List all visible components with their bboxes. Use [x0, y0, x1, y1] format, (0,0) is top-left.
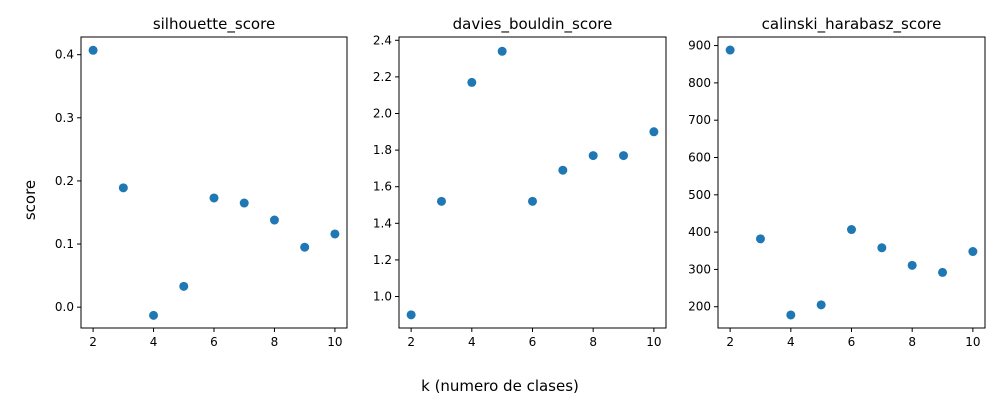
x-tick-label: 2 [407, 335, 415, 349]
y-tick-label: 600 [688, 151, 711, 165]
x-tick-label: 6 [848, 335, 856, 349]
data-point [877, 243, 887, 253]
y-tick-label: 700 [688, 113, 711, 127]
data-point [88, 45, 98, 55]
data-point [406, 310, 416, 320]
x-tick-label: 8 [908, 335, 916, 349]
y-tick-label: 300 [688, 262, 711, 276]
x-tick-label: 6 [529, 335, 537, 349]
data-point [649, 127, 659, 137]
data-point [467, 77, 477, 87]
data-point [300, 242, 310, 252]
y-tick-label: 500 [688, 188, 711, 202]
subplot-2: davies_bouldin_score 2 4 6 8 10 1.0 1.2 1.4 1.6 1.… [373, 15, 667, 349]
data-point [330, 229, 340, 239]
subplot-title: calinski_harabasz_score [762, 15, 942, 34]
y-tick-label: 0.3 [55, 111, 74, 125]
data-point [497, 46, 507, 56]
data-point [149, 310, 159, 320]
data-point [239, 198, 249, 208]
x-tick-label: 10 [327, 335, 342, 349]
x-tick-label: 10 [646, 335, 661, 349]
y-tick-label: 1.2 [373, 253, 392, 267]
subplot-3: calinski_harabasz_score 2 4 6 8 10 200 300 400 50… [688, 15, 986, 349]
y-tick-label: 0.4 [55, 48, 74, 62]
x-tick-label: 10 [965, 335, 980, 349]
x-tick-label: 4 [468, 335, 476, 349]
data-point [968, 247, 978, 257]
subplot-title: davies_bouldin_score [453, 15, 613, 34]
x-tick-label: 2 [89, 335, 97, 349]
data-point [588, 151, 598, 161]
data-point [725, 45, 735, 55]
data-point [938, 267, 948, 277]
data-point [786, 310, 796, 320]
x-tick-label: 4 [787, 335, 795, 349]
data-point [118, 183, 128, 193]
data-point [179, 281, 189, 291]
x-tick-label: 6 [210, 335, 218, 349]
y-tick-label: 2.4 [373, 33, 392, 47]
x-tick-label: 8 [271, 335, 279, 349]
subplots: silhouette_score 2 4 6 8 10 0.0 0.1 0.2 0.3 0.4 dav… [55, 15, 986, 349]
y-tick-label: 800 [688, 76, 711, 90]
data-point [528, 196, 537, 206]
y-tick-label: 0.0 [55, 300, 74, 314]
data-point [755, 234, 765, 244]
data-point [436, 196, 446, 206]
y-tick-label: 400 [688, 225, 711, 239]
y-tick-label: 1.8 [373, 143, 392, 157]
y-tick-label: 0.2 [55, 174, 74, 188]
data-point [558, 165, 568, 175]
y-tick-label: 200 [688, 300, 711, 314]
data-point [907, 260, 917, 270]
y-tick-label: 0.1 [55, 237, 74, 251]
data-point [209, 193, 219, 203]
x-tick-label: 8 [589, 335, 597, 349]
y-tick-label: 1.6 [373, 180, 392, 194]
data-point [269, 215, 279, 225]
data-point [816, 300, 826, 310]
y-tick-label: 1.4 [373, 216, 392, 230]
y-tick-label: 2.0 [373, 107, 392, 121]
subplot-title: silhouette_score [153, 15, 275, 34]
y-tick-label: 1.0 [373, 290, 392, 304]
x-tick-label: 4 [150, 335, 158, 349]
data-point [847, 225, 856, 235]
x-tick-label: 2 [726, 335, 734, 349]
y-tick-label: 900 [688, 39, 711, 53]
x-axis-label: k (numero de clases) [421, 377, 579, 395]
y-tick-label: 2.2 [373, 70, 392, 84]
data-point [619, 151, 629, 161]
y-axis-label: score [21, 180, 39, 220]
subplot-1: silhouette_score 2 4 6 8 10 0.0 0.1 0.2 0.3 0.4 [55, 15, 348, 349]
